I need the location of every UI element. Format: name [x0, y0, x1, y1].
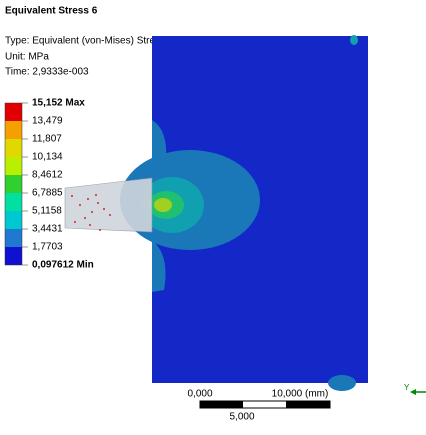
legend-swatch [5, 121, 22, 139]
triad-label: Y [404, 383, 410, 392]
plate [120, 35, 368, 391]
legend-label: 0,097612 Min [32, 260, 94, 271]
scale-bar: 0,000 10,000 (mm) 5,000 [187, 389, 331, 423]
result-title: Equivalent Stress 6 [5, 6, 98, 17]
result-time: Time: 2,9333e-003 [5, 67, 89, 78]
legend-swatch [5, 157, 22, 175]
legend: 15,152 Max 13,479 11,807 10,134 8,4612 6,7885… [4, 98, 94, 271]
scale-seg [200, 401, 243, 408]
legend-label: 11,807 [32, 134, 62, 145]
triad: Y [404, 383, 426, 395]
contour [328, 375, 356, 391]
result-unit: Unit: MPa [5, 52, 49, 63]
bolt-points [71, 194, 111, 231]
legend-label: 15,152 Max [32, 98, 85, 109]
scale-mid: 5,000 [229, 412, 254, 423]
scale-end: 10,000 (mm) [272, 389, 329, 400]
contour [154, 198, 172, 212]
legend-swatch [5, 103, 22, 121]
triad-head [410, 389, 416, 395]
contour [350, 35, 358, 45]
scale-seg [286, 401, 330, 408]
legend-label: 6,7885 [32, 188, 63, 199]
legend-swatch [5, 229, 22, 247]
legend-swatch [5, 193, 22, 211]
legend-label: 10,134 [32, 152, 63, 163]
legend-label: 3,4431 [32, 224, 63, 235]
bolt-body [64, 177, 153, 233]
legend-label: 13,479 [32, 116, 63, 127]
scale-start: 0,000 [187, 389, 212, 400]
contour [152, 240, 166, 292]
contour [152, 120, 167, 165]
legend-swatch [5, 175, 22, 193]
legend-swatch [5, 139, 22, 157]
legend-swatch [5, 211, 22, 229]
bolt [64, 177, 153, 233]
legend-swatch [5, 247, 22, 265]
legend-label: 8,4612 [32, 170, 63, 181]
legend-frame [4, 102, 23, 266]
result-type: Type: Equivalent (von-Mises) Stress [5, 36, 165, 47]
legend-label: 1,7703 [32, 242, 63, 253]
legend-label: 5,1158 [32, 206, 62, 217]
